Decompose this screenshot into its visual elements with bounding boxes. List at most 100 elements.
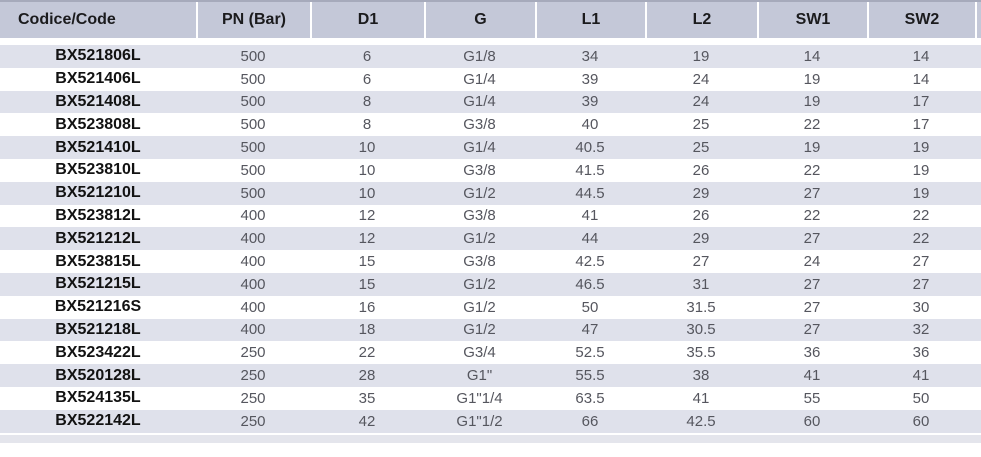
table-row: BX521410L 500 10 G1/4 40.5 25 19 19 xyxy=(0,136,981,159)
cell-d1: 10 xyxy=(358,184,376,202)
cell-l2: 25 xyxy=(692,139,710,157)
cell-codice-code: BX521212L xyxy=(55,229,141,247)
table-row: BX521406L 500 6 G1/4 39 24 19 14 xyxy=(0,68,981,91)
cell-d1: 6 xyxy=(362,47,372,65)
cell-pn-bar: 500 xyxy=(240,70,266,88)
cell-d1: 35 xyxy=(358,389,376,407)
cell-codice-code: BX521406L xyxy=(55,70,141,88)
cell-l2: 38 xyxy=(692,367,710,385)
column-header-sw2: SW2 xyxy=(867,2,975,38)
cell-d1: 22 xyxy=(358,344,376,362)
cell-sw2: 22 xyxy=(912,230,930,248)
product-spec-table: Codice/Code PN (Bar) D1 G L1 L2 SW1 SW2 BX52180… xyxy=(0,0,981,443)
cell-l2: 31 xyxy=(692,275,710,293)
cell-l2: 24 xyxy=(692,93,710,111)
cell-sw2: 22 xyxy=(912,207,930,225)
table-row: BX522142L 250 42 G1"1/2 66 42.5 60 60 xyxy=(0,409,981,433)
table-row: BX521218L 400 18 G1/2 47 30.5 27 32 xyxy=(0,318,981,342)
cell-codice-code: BX523815L xyxy=(55,252,141,270)
cell-l1: 66 xyxy=(581,412,599,430)
cell-g: G1/8 xyxy=(463,47,496,65)
cell-g: G3/8 xyxy=(463,116,496,134)
cell-pn-bar: 500 xyxy=(240,184,266,202)
cell-pn-bar: 500 xyxy=(240,161,266,179)
cell-sw1: 22 xyxy=(803,116,821,134)
table-row: BX521806L 500 6 G1/8 34 19 14 14 xyxy=(0,45,981,68)
cell-codice-code: BX520128L xyxy=(55,366,141,384)
cell-pn-bar: 500 xyxy=(240,116,266,134)
cell-g: G1"1/4 xyxy=(456,389,503,407)
cell-l1: 44 xyxy=(581,230,599,248)
cell-pn-bar: 250 xyxy=(240,389,266,407)
cell-l2: 26 xyxy=(692,161,710,179)
cell-sw2: 50 xyxy=(912,389,930,407)
cell-l2: 27 xyxy=(692,253,710,271)
column-header-l2: L2 xyxy=(645,2,757,38)
cell-sw1: 19 xyxy=(803,70,821,88)
cell-d1: 16 xyxy=(358,298,376,316)
cell-d1: 12 xyxy=(358,230,376,248)
table-row: BX521215L 400 15 G1/2 46.5 31 27 27 xyxy=(0,272,981,296)
cell-sw1: 27 xyxy=(803,184,821,202)
cell-codice-code: BX523808L xyxy=(55,115,141,133)
cell-codice-code: BX521210L xyxy=(55,184,141,202)
cell-sw1: 22 xyxy=(803,161,821,179)
cell-codice-code: BX522142L xyxy=(55,412,141,430)
cell-l1: 42.5 xyxy=(575,253,605,271)
cell-l2: 29 xyxy=(692,230,710,248)
cell-l1: 34 xyxy=(581,47,599,65)
cell-l2: 41 xyxy=(692,389,710,407)
cell-l2: 24 xyxy=(692,70,710,88)
cell-d1: 15 xyxy=(358,253,376,271)
cell-l2: 26 xyxy=(692,207,710,225)
table-row: BX521408L 500 8 G1/4 39 24 19 17 xyxy=(0,90,981,114)
cell-codice-code: BX521218L xyxy=(55,320,141,338)
cell-g: G3/4 xyxy=(463,344,496,362)
table-row: BX523808L 500 8 G3/8 40 25 22 17 xyxy=(0,113,981,136)
cell-l1: 46.5 xyxy=(575,275,605,293)
table-row: BX521212L 400 12 G1/2 44 29 27 22 xyxy=(0,227,981,251)
cell-sw1: 24 xyxy=(803,253,821,271)
cell-l1: 41.5 xyxy=(575,161,605,179)
cell-sw1: 19 xyxy=(803,93,821,111)
table-row: BX524135L 250 35 G1"1/4 63.5 41 55 50 xyxy=(0,387,981,410)
cell-codice-code: BX521216S xyxy=(54,298,142,316)
cell-sw2: 17 xyxy=(912,93,930,111)
cell-sw1: 60 xyxy=(803,412,821,430)
column-header-l1: L1 xyxy=(535,2,645,38)
cell-l2: 42.5 xyxy=(686,412,716,430)
cell-sw2: 19 xyxy=(912,184,930,202)
cell-l1: 40 xyxy=(581,116,599,134)
cell-sw1: 19 xyxy=(803,139,821,157)
cell-codice-code: BX521215L xyxy=(55,275,141,293)
cell-sw2: 36 xyxy=(912,344,930,362)
cell-sw1: 55 xyxy=(803,389,821,407)
cell-codice-code: BX523422L xyxy=(55,343,141,361)
cell-g: G1/4 xyxy=(463,93,496,111)
cell-sw1: 22 xyxy=(803,207,821,225)
cell-pn-bar: 250 xyxy=(240,412,266,430)
cell-sw2: 17 xyxy=(912,116,930,134)
cell-d1: 10 xyxy=(358,139,376,157)
cell-codice-code: BX523810L xyxy=(55,161,141,179)
cell-g: G1/4 xyxy=(463,139,496,157)
table-row: BX521210L 500 10 G1/2 44.5 29 27 19 xyxy=(0,181,981,205)
cell-sw2: 19 xyxy=(912,161,930,179)
cell-codice-code: BX521410L xyxy=(55,138,141,156)
table-row: BX521216S 400 16 G1/2 50 31.5 27 30 xyxy=(0,296,981,319)
cell-g: G1" xyxy=(466,367,493,385)
table-body: BX521806L 500 6 G1/8 34 19 14 14 BX521406L 500 6 G1… xyxy=(0,45,981,433)
column-header-d1: D1 xyxy=(310,2,424,38)
cell-pn-bar: 250 xyxy=(240,344,266,362)
cell-g: G1/4 xyxy=(463,70,496,88)
cell-sw1: 27 xyxy=(803,275,821,293)
table-top-border xyxy=(0,0,981,2)
cell-l1: 52.5 xyxy=(575,344,605,362)
cell-d1: 12 xyxy=(358,207,376,225)
cell-l1: 50 xyxy=(581,298,599,316)
column-header-pn-bar: PN (Bar) xyxy=(196,2,310,38)
cell-sw1: 27 xyxy=(803,230,821,248)
cell-l1: 47 xyxy=(581,321,599,339)
cell-pn-bar: 400 xyxy=(240,298,266,316)
table-header-row: Codice/Code PN (Bar) D1 G L1 L2 SW1 SW2 xyxy=(0,2,981,38)
